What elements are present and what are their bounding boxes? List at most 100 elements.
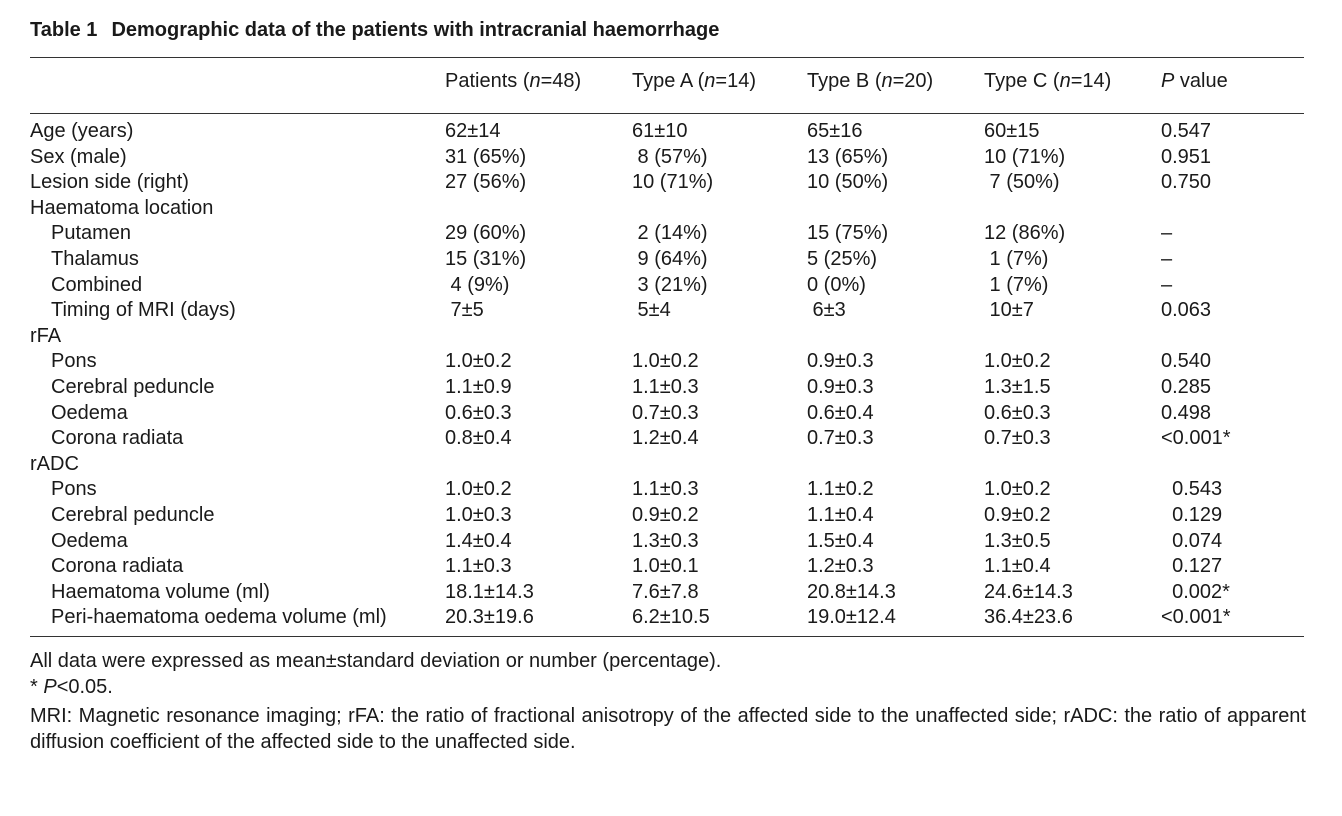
row-label: Cerebral peduncle [51, 375, 215, 398]
table-row: Pons 1.0±0.2 1.0±0.2 0.9±0.3 1.0±0.2 0.540 [0, 348, 1342, 374]
type-b-cell: 0 (0%) [807, 273, 866, 296]
patients-cell: 31 (65%) [445, 145, 527, 168]
type-c-cell: 1.3±0.5 [984, 529, 1051, 552]
table-row: Pons 1.0±0.2 1.1±0.3 1.1±0.2 1.0±0.2 0.543 [0, 476, 1342, 502]
type-c-cell: 0.9±0.2 [984, 503, 1051, 526]
row-label: Corona radiata [51, 427, 184, 450]
table-row: Oedema 1.4±0.4 1.3±0.3 1.5±0.4 1.3±0.5 0.074 [0, 528, 1342, 554]
footnote-abbreviations: MRI: Magnetic resonance imaging; rFA: th… [30, 705, 1306, 753]
p-value-cell: <0.001* [1161, 427, 1231, 450]
row-label: Haematoma volume (ml) [51, 580, 270, 603]
footnote-significance: * P<0.05. [30, 676, 113, 698]
type-a-cell: 5±4 [632, 299, 671, 322]
type-b-cell: 0.7±0.3 [807, 427, 874, 450]
header-rule [30, 113, 1304, 114]
type-a-cell: 0.9±0.2 [632, 503, 699, 526]
table-row: Putamen 29 (60%) 2 (14%) 15 (75%) 12 (86%) – [0, 220, 1342, 246]
p-value-cell: 0.540 [1161, 350, 1212, 373]
p-value-cell: 0.063 [1161, 299, 1212, 322]
patients-cell: 20.3±19.6 [445, 606, 534, 629]
type-a-cell: 7.6±7.8 [632, 580, 699, 603]
patients-cell: 4 (9%) [445, 273, 510, 296]
p-value-cell: 0.498 [1161, 401, 1212, 424]
header-patients: Patients (n=48) [445, 70, 582, 92]
table-row: Cerebral peduncle 1.0±0.3 0.9±0.2 1.1±0.4 0.… [0, 502, 1342, 528]
p-value-cell: 0.750 [1161, 171, 1212, 194]
row-label: Pons [51, 478, 97, 501]
patients-cell: 1.1±0.9 [445, 375, 512, 398]
row-label: Peri-haematoma oedema volume (ml) [51, 606, 387, 629]
table-row: Age (years) 62±14 61±10 65±16 60±15 0.547 [0, 118, 1342, 144]
patients-cell: 29 (60%) [445, 222, 527, 245]
type-c-cell: 10±7 [984, 299, 1034, 322]
row-label: Putamen [51, 222, 132, 245]
patients-cell: 7±5 [445, 299, 484, 322]
type-c-cell: 24.6±14.3 [984, 580, 1073, 603]
header-type-c: Type C (n=14) [984, 70, 1112, 92]
table-row: Peri-haematoma oedema volume (ml) 20.3±19… [0, 604, 1342, 630]
type-b-cell: 65±16 [807, 120, 863, 142]
table-row: Corona radiata 0.8±0.4 1.2±0.4 0.7±0.3 0.7±0… [0, 425, 1342, 451]
row-label: Sex (male) [30, 145, 127, 168]
p-value-cell: 0.127 [1161, 555, 1223, 578]
table-row: rFA [0, 323, 1342, 349]
table-row: Sex (male) 31 (65%) 8 (57%) 13 (65%) 10 (71… [0, 144, 1342, 170]
type-c-cell: 0.7±0.3 [984, 427, 1051, 450]
table-row: Thalamus 15 (31%) 9 (64%) 5 (25%) 1 (7%) – [0, 246, 1342, 272]
p-value-cell: 0.543 [1161, 478, 1223, 501]
type-a-cell: 3 (21%) [632, 273, 708, 296]
p-value-cell: – [1161, 247, 1173, 270]
table-body: Age (years) 62±14 61±10 65±16 60±15 0.547 Sex … [0, 118, 1342, 630]
patients-cell: 0.8±0.4 [445, 427, 512, 450]
patients-cell: 1.4±0.4 [445, 529, 512, 552]
type-c-cell: 1.3±1.5 [984, 375, 1051, 398]
type-a-cell: 1.0±0.2 [632, 350, 699, 373]
type-b-cell: 1.2±0.3 [807, 555, 874, 578]
top-rule [30, 57, 1304, 58]
row-label: Thalamus [51, 247, 139, 270]
table-row: Timing of MRI (days) 7±5 5±4 6±3 10±7 0.0… [0, 297, 1342, 323]
type-a-cell: 1.2±0.4 [632, 427, 699, 450]
patients-cell: 1.0±0.2 [445, 350, 512, 373]
type-b-cell: 0.9±0.3 [807, 350, 874, 373]
p-value-cell: 0.285 [1161, 375, 1212, 398]
row-label: Oedema [51, 401, 128, 424]
type-a-cell: 1.1±0.3 [632, 375, 699, 398]
type-c-cell: 12 (86%) [984, 222, 1066, 245]
p-value-cell: 0.002* [1161, 580, 1230, 603]
patients-cell: 1.0±0.2 [445, 478, 512, 501]
type-b-cell: 20.8±14.3 [807, 580, 896, 603]
type-b-cell: 15 (75%) [807, 222, 889, 245]
type-a-cell: 1.3±0.3 [632, 529, 699, 552]
type-a-cell: 61±10 [632, 120, 688, 142]
type-a-cell: 1.0±0.1 [632, 555, 699, 578]
row-label: Cerebral peduncle [51, 503, 215, 526]
type-c-cell: 1.0±0.2 [984, 350, 1051, 373]
row-label: Lesion side (right) [30, 171, 189, 194]
footnote-stats: All data were expressed as mean±standard… [30, 650, 722, 672]
type-c-cell: 60±15 [984, 120, 1040, 142]
type-b-cell: 0.9±0.3 [807, 375, 874, 398]
row-label: Combined [51, 273, 143, 296]
type-c-cell: 1 (7%) [984, 273, 1049, 296]
type-a-cell: 8 (57%) [632, 145, 708, 168]
patients-cell: 62±14 [445, 120, 501, 142]
type-b-cell: 19.0±12.4 [807, 606, 896, 629]
patients-cell: 1.1±0.3 [445, 555, 512, 578]
type-c-cell: 10 (71%) [984, 145, 1066, 168]
patients-cell: 27 (56%) [445, 171, 527, 194]
row-label: Haematoma location [30, 196, 214, 219]
row-label: Oedema [51, 529, 128, 552]
table-row: rADC [0, 451, 1342, 477]
patients-cell: 18.1±14.3 [445, 580, 534, 603]
type-b-cell: 5 (25%) [807, 247, 878, 270]
patients-cell: 15 (31%) [445, 247, 527, 270]
table-row: Cerebral peduncle 1.1±0.9 1.1±0.3 0.9±0.3 1.… [0, 374, 1342, 400]
p-value-cell: 0.074 [1161, 529, 1223, 552]
row-label: Corona radiata [51, 555, 184, 578]
type-a-cell: 6.2±10.5 [632, 606, 710, 629]
bottom-rule [30, 636, 1304, 637]
p-value-cell: 0.129 [1161, 503, 1223, 526]
patients-cell: 1.0±0.3 [445, 503, 512, 526]
p-value-cell: – [1161, 273, 1173, 296]
